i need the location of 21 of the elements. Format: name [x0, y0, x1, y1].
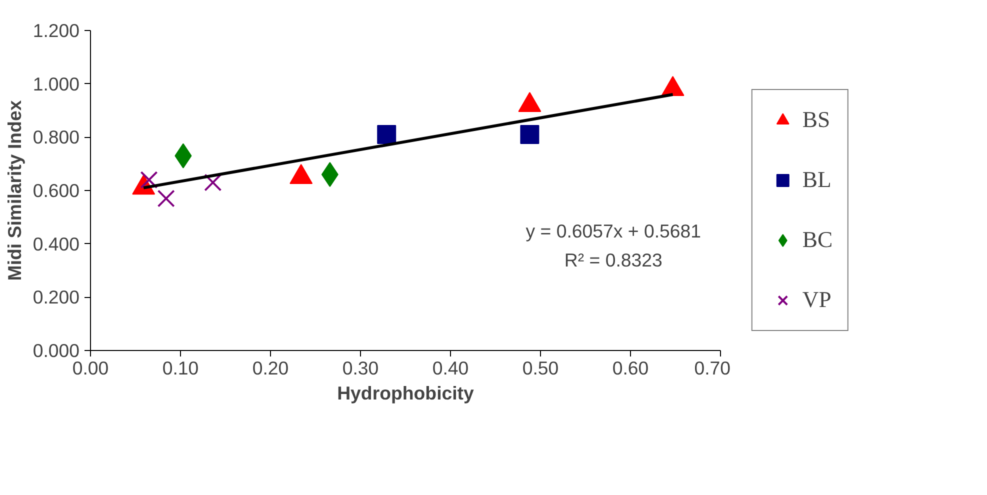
y-tick-label: 0.200 [32, 286, 80, 308]
y-tick-label: 0.400 [32, 233, 80, 254]
legend-label: BS [802, 107, 830, 133]
legend-label: BC [802, 227, 833, 253]
y-tick-label: 0.800 [32, 126, 80, 148]
x-tick-label: 0.40 [432, 358, 469, 378]
annotation: y = 0.6057x + 0.5681 [526, 220, 702, 242]
y-axis-title: Midi Similarity Index [4, 100, 25, 281]
annotation: R² = 0.8323 [564, 250, 662, 270]
x-tick-label: 0.50 [522, 358, 559, 378]
legend-label: VP [802, 287, 832, 313]
y-tick-label: 1.000 [32, 73, 80, 94]
x-tick-label: 0.20 [252, 358, 289, 378]
y-tick-label: 0.600 [32, 180, 80, 201]
x-tick-label: 0.30 [342, 358, 379, 378]
x-tick-label: 0.60 [612, 358, 649, 378]
x-tick-label: 0.10 [162, 358, 199, 378]
legend-label: BL [802, 167, 832, 193]
y-tick-label: 1.200 [32, 20, 80, 41]
x-tick-label: 0.70 [694, 358, 730, 378]
x-axis-title: Hydrophobicity [337, 382, 475, 404]
